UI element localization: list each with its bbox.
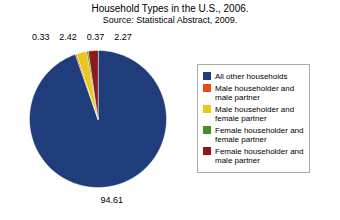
svg-text:0.33: 0.33 bbox=[32, 32, 50, 42]
svg-text:94.61: 94.61 bbox=[101, 195, 124, 205]
html-text:All other households: All other households bbox=[215, 72, 288, 81]
svg-text:2.27: 2.27 bbox=[114, 32, 132, 42]
html-text:Male householder and male part: Male householder and male partner bbox=[215, 84, 295, 102]
svg-text:0.37: 0.37 bbox=[87, 32, 105, 42]
html-text:Female householder and male pa: Female householder and male partner bbox=[215, 147, 304, 165]
html-text:Male householder and female pa: Male householder and female partner bbox=[215, 105, 295, 123]
html-text:Source: Statistical Abstract,: Source: Statistical Abstract, 2009. bbox=[102, 15, 238, 25]
html-text:Female householder and female: Female householder and female partner bbox=[215, 126, 304, 144]
html-text:Household Types in the U.S., 2: Household Types in the U.S., 2006. bbox=[91, 3, 249, 14]
svg-text:2.42: 2.42 bbox=[59, 32, 77, 42]
